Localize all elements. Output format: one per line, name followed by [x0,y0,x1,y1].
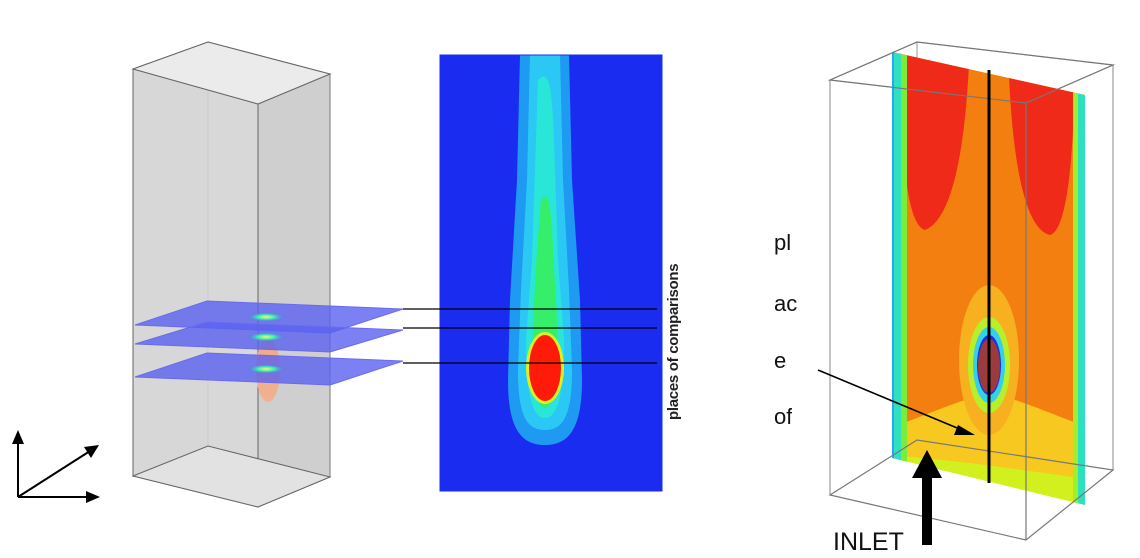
contour-hot-core [529,335,561,401]
box-bottom-face [131,445,332,508]
side-word-line-2: ac [774,291,798,316]
side-word-line-3: e [774,348,787,373]
side-word-line-4: of [774,404,793,424]
box-right-face [257,73,331,508]
box-front-face [132,68,259,508]
side-word-line-1: pl [774,230,792,255]
right-box-bottom [828,439,1115,541]
slice-spot-upper [246,312,286,322]
left-3d-box [131,41,404,508]
inlet-label: INLET [833,528,904,556]
places-of-comparisons-label: places of comparisons [665,263,682,420]
inlet-arrow-head [912,450,942,478]
slice-spot-middle [246,332,286,342]
right-box-front-top [827,41,1116,104]
axis-indicator-icon [12,430,100,503]
contour-plot [440,55,662,491]
box-top-face [131,41,332,105]
comparison-lines [403,308,657,364]
contour-frame [439,54,663,492]
slice-spot-lower [246,364,286,374]
inlet-arrow-shaft [922,470,932,545]
right-3d-view [817,41,1116,545]
pointer-arrow [817,369,963,431]
